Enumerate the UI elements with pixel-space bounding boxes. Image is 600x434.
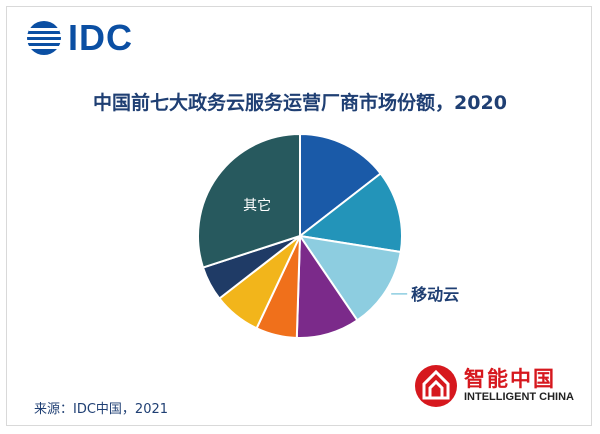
slice-label: 其它 — [243, 197, 271, 214]
source-note: 来源：IDC中国，2021 — [34, 402, 169, 417]
pie-slice — [297, 234, 402, 322]
chart-title: 中国前七大政务云服务运营厂商市场份额，2020 — [93, 92, 507, 114]
idc-logo: IDC — [26, 20, 133, 56]
brand-name-cn: 智能中国 — [464, 366, 556, 391]
logo-text: IDC — [68, 17, 133, 58]
pie-slice — [299, 132, 382, 239]
brand-logo: 智能中国 INTELLIGENT CHINA — [414, 364, 574, 408]
pie-slice — [297, 172, 403, 254]
pie-slice — [197, 132, 301, 269]
brand-name-en: INTELLIGENT CHINA — [464, 390, 574, 403]
globe-icon — [27, 21, 61, 55]
callout-label: 移动云 — [411, 285, 459, 304]
brand-emblem-icon — [415, 365, 457, 407]
